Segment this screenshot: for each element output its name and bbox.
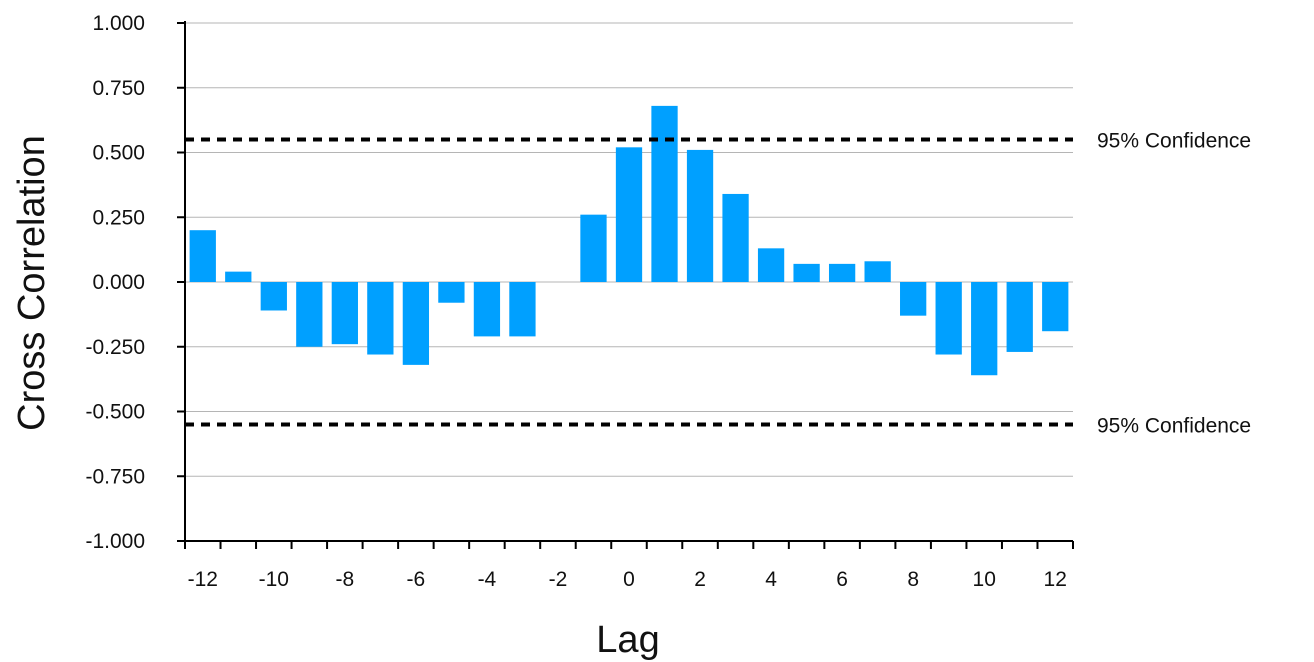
bar — [331, 282, 358, 345]
x-tick-label: 8 — [907, 568, 919, 591]
y-tick-label: -1.000 — [85, 530, 145, 553]
x-tick-label: 12 — [1044, 568, 1067, 591]
bar — [509, 282, 536, 337]
x-tick-label: -12 — [188, 568, 218, 591]
bar — [686, 149, 714, 282]
bar — [757, 248, 785, 282]
bar — [402, 282, 430, 365]
y-tick-label: 0.250 — [92, 206, 145, 229]
y-tick-label: -0.500 — [85, 401, 145, 424]
confidence-label: 95% Confidence — [1097, 130, 1251, 153]
bar — [793, 263, 820, 282]
tick-labels: 1.000 0.750 0.500 0.250 0.000 -0.250 -0.500 -0.… — [85, 12, 1066, 591]
x-tick-label: -6 — [407, 568, 426, 591]
x-tick-label: 6 — [836, 568, 848, 591]
bar — [260, 282, 287, 311]
bar — [900, 282, 927, 316]
bar — [651, 105, 678, 282]
y-tick-label: 1.000 — [92, 12, 145, 35]
bar — [615, 147, 643, 282]
bars — [189, 105, 1069, 376]
bar — [296, 282, 323, 347]
y-tick-label: 0.750 — [92, 77, 145, 100]
x-tick-label: -2 — [549, 568, 568, 591]
bar — [580, 214, 607, 282]
bar — [828, 263, 856, 282]
x-axis-title: Lag — [596, 619, 659, 661]
confidence-lines: 95% Confidence 95% Confidence — [185, 130, 1251, 437]
y-axis-title: Cross Correlation — [11, 135, 53, 431]
bar — [1006, 282, 1033, 352]
bar — [971, 282, 998, 376]
x-tick-label: -4 — [478, 568, 497, 591]
bar — [367, 282, 394, 355]
x-tick-label: -8 — [335, 568, 354, 591]
y-tick-label: -0.250 — [85, 336, 145, 359]
x-tick-label: 10 — [973, 568, 996, 591]
bar — [935, 282, 962, 355]
axes — [177, 21, 1074, 549]
bar — [438, 282, 465, 303]
y-tick-label: 0.000 — [92, 271, 145, 294]
bar — [473, 282, 501, 337]
y-tick-label: -0.750 — [85, 465, 145, 488]
bar — [225, 271, 252, 282]
x-tick-label: 0 — [623, 568, 635, 591]
x-tick-label: 4 — [765, 568, 777, 591]
bar — [864, 261, 891, 282]
confidence-label: 95% Confidence — [1097, 414, 1251, 437]
y-tick-label: 0.500 — [92, 142, 145, 165]
bar — [1042, 282, 1069, 332]
bar — [722, 193, 749, 282]
x-tick-label: 2 — [694, 568, 706, 591]
bar — [189, 230, 216, 282]
x-tick-label: -10 — [259, 568, 289, 591]
